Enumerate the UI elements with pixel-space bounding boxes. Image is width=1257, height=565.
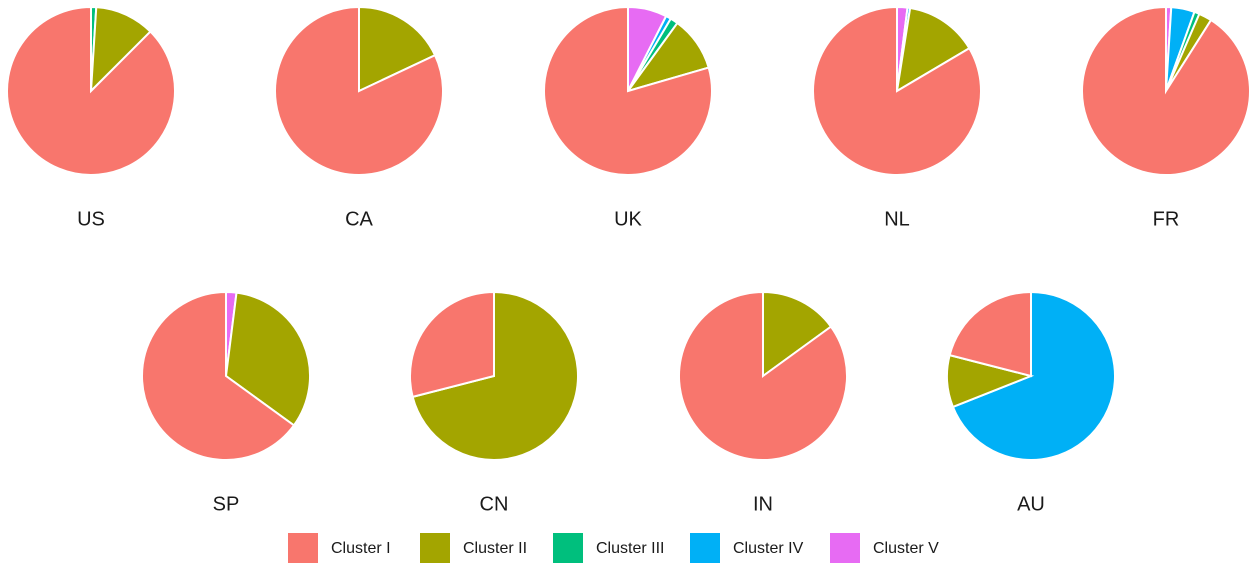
pie-title: CA <box>345 208 373 230</box>
pie-title: SP <box>213 493 240 515</box>
pie-title: FR <box>1153 208 1180 230</box>
legend-label: Cluster IV <box>733 540 804 557</box>
pie-title: AU <box>1017 493 1045 515</box>
pie-slice <box>411 290 579 461</box>
pie-slice <box>948 290 1032 378</box>
pie-slice <box>224 291 311 427</box>
legend-swatch <box>553 533 583 563</box>
pie-slice <box>274 5 444 176</box>
pie-slice <box>678 290 848 461</box>
legend-swatch <box>830 533 860 563</box>
pie-slice <box>543 5 713 176</box>
legend-label: Cluster III <box>596 540 664 557</box>
legend-label: Cluster II <box>463 540 527 557</box>
pie-slice <box>409 290 495 399</box>
pie-title: UK <box>614 208 642 230</box>
pie-title: NL <box>884 208 910 230</box>
pie-slice <box>895 6 971 93</box>
pie-slice <box>141 290 296 461</box>
pie-slice <box>1081 5 1251 176</box>
pie-slice <box>6 5 176 176</box>
legend-swatch <box>420 533 450 563</box>
legend-label: Cluster V <box>873 540 939 557</box>
pie-slice <box>951 290 1116 461</box>
legend-swatch <box>288 533 318 563</box>
pie-slice <box>812 5 982 176</box>
pie-title: IN <box>753 493 773 515</box>
pie-title: CN <box>480 493 509 515</box>
pie-slice <box>358 5 437 93</box>
pie-slice <box>762 290 833 378</box>
legend-swatch <box>690 533 720 563</box>
legend-label: Cluster I <box>331 540 391 557</box>
pie-title: US <box>77 208 105 230</box>
